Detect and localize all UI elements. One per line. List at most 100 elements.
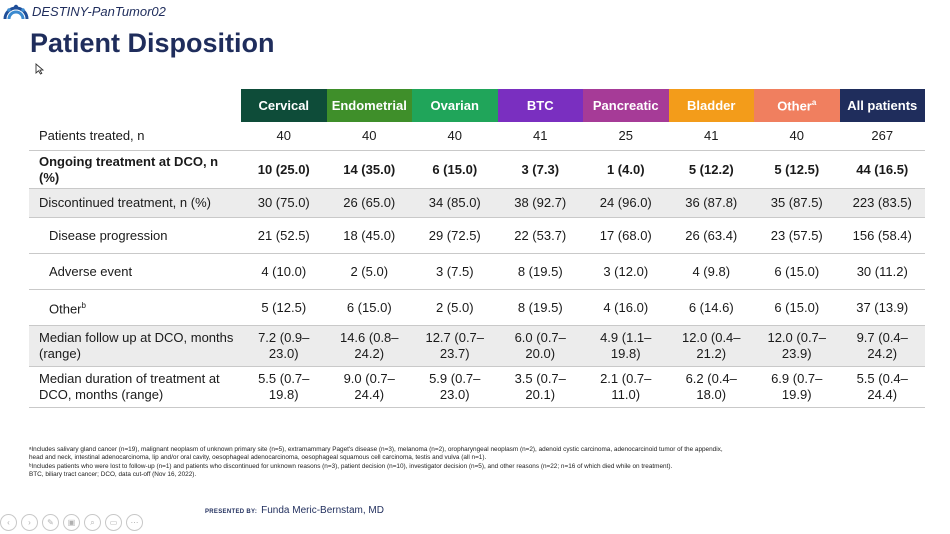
slides-icon[interactable]: ▣ bbox=[63, 514, 80, 531]
table-cell: 30 (75.0) bbox=[241, 188, 327, 218]
row-label-text: Other bbox=[49, 301, 82, 317]
more-icon[interactable]: ⋯ bbox=[126, 514, 143, 531]
table-cell: 41 bbox=[668, 122, 754, 151]
table-cell: 5 (12.5) bbox=[754, 150, 840, 189]
row-label-text: Adverse event bbox=[49, 263, 133, 279]
table-row: Otherb 5 (12.5) 6 (15.0) 2 (5.0) 8 (19.5) 4 (… bbox=[29, 289, 925, 326]
table-row: Discontinued treatment, n (%) 30 (75.0) 26… bbox=[29, 188, 925, 218]
table-cell: 1 (4.0) bbox=[583, 150, 669, 189]
table-cell: 26 (63.4) bbox=[668, 217, 754, 254]
table-cell: 4 (16.0) bbox=[583, 289, 669, 326]
disposition-table: Cervical Endometrial Ovarian BTC Pancreatic B… bbox=[29, 89, 925, 408]
footnotes: ᵃIncludes salivary gland cancer (n=19), … bbox=[29, 446, 929, 480]
row-label: Ongoing treatment at DCO, n (%) bbox=[29, 150, 241, 189]
table-cell: 6 (15.0) bbox=[412, 150, 498, 189]
table-cell: 4.9 (1.1–19.8) bbox=[583, 325, 669, 367]
footnote-line: head and neck, intestinal adenocarcinoma… bbox=[29, 454, 487, 462]
table-cell: 9.0 (0.7–24.4) bbox=[326, 366, 412, 408]
row-label-text: Patients treated, n bbox=[39, 128, 145, 143]
row-label: Discontinued treatment, n (%) bbox=[29, 188, 241, 218]
table-cell: 4 (9.8) bbox=[668, 253, 754, 290]
table-cell: 23 (57.5) bbox=[754, 217, 840, 254]
table-cell: 5.9 (0.7–23.0) bbox=[412, 366, 498, 408]
table-cell: 5 (12.5) bbox=[241, 289, 327, 326]
slide-controls: ‹ › ✎ ▣ ⌕ ▭ ⋯ bbox=[0, 514, 143, 531]
table-cell: 2.1 (0.7–11.0) bbox=[583, 366, 669, 408]
table-cell: 44 (16.5) bbox=[839, 150, 925, 189]
table-cell: 6.9 (0.7–19.9) bbox=[754, 366, 840, 408]
table-corner bbox=[29, 89, 241, 122]
row-footnote-mark: b bbox=[81, 300, 86, 310]
table-cell: 3 (7.3) bbox=[497, 150, 583, 189]
table-cell: 8 (19.5) bbox=[497, 289, 583, 326]
footnote-line: ᵇIncludes patients who were lost to foll… bbox=[29, 462, 673, 470]
table-row: Median follow up at DCO, months (range) 7… bbox=[29, 325, 925, 367]
subtitles-icon[interactable]: ▭ bbox=[105, 514, 122, 531]
column-label: Other bbox=[777, 98, 812, 114]
table-cell: 35 (87.5) bbox=[754, 188, 840, 218]
table-cell: 40 bbox=[326, 122, 412, 151]
footnote-line: ᵃIncludes salivary gland cancer (n=19), … bbox=[29, 446, 723, 453]
previous-icon[interactable]: ‹ bbox=[0, 514, 17, 531]
column-header: Pancreatic bbox=[583, 89, 669, 122]
table-cell: 10 (25.0) bbox=[241, 150, 327, 189]
zoom-icon[interactable]: ⌕ bbox=[84, 514, 101, 531]
row-label: Adverse event bbox=[29, 253, 241, 290]
table-cell: 24 (96.0) bbox=[583, 188, 669, 218]
mouse-pointer-icon bbox=[35, 63, 45, 75]
table-cell: 5.5 (0.4–24.4) bbox=[839, 366, 925, 408]
table-cell: 6.2 (0.4–18.0) bbox=[668, 366, 754, 408]
row-label-text: Median duration of treatment at DCO, mon… bbox=[39, 371, 220, 402]
study-name: DESTINY-PanTumor02 bbox=[32, 4, 166, 19]
row-label: Disease progression bbox=[29, 217, 241, 254]
presenter-prefix: PRESENTED BY: bbox=[205, 509, 258, 515]
table-cell: 34 (85.0) bbox=[412, 188, 498, 218]
table-cell: 14 (35.0) bbox=[326, 150, 412, 189]
column-label: Pancreatic bbox=[592, 98, 659, 113]
table-cell: 12.7 (0.7–23.7) bbox=[412, 325, 498, 367]
presenter-name: Funda Meric-Bernstam, MD bbox=[261, 505, 384, 516]
table-cell: 29 (72.5) bbox=[412, 217, 498, 254]
table-cell: 5 (12.2) bbox=[668, 150, 754, 189]
row-label-text: Ongoing treatment at DCO, n (%) bbox=[39, 153, 219, 185]
table-row: Ongoing treatment at DCO, n (%) 10 (25.0)… bbox=[29, 150, 925, 189]
column-label: Cervical bbox=[258, 98, 310, 113]
presenter: PRESENTED BY: Funda Meric-Bernstam, MD bbox=[205, 505, 384, 516]
table-cell: 6 (15.0) bbox=[754, 289, 840, 326]
table-cell: 36 (87.8) bbox=[668, 188, 754, 218]
row-label: Median follow up at DCO, months (range) bbox=[29, 325, 241, 367]
table-cell: 6 (14.6) bbox=[668, 289, 754, 326]
table-row: Disease progression 21 (52.5) 18 (45.0) 29 … bbox=[29, 217, 925, 254]
row-label-text: Discontinued treatment, n (%) bbox=[39, 195, 211, 210]
column-header: Cervical bbox=[241, 89, 327, 122]
column-header: Othera bbox=[754, 89, 840, 122]
table-cell: 2 (5.0) bbox=[412, 289, 498, 326]
next-icon[interactable]: › bbox=[21, 514, 38, 531]
column-label: Ovarian bbox=[430, 98, 479, 113]
table-cell: 12.0 (0.4–21.2) bbox=[668, 325, 754, 367]
row-label: Patients treated, n bbox=[29, 122, 241, 151]
column-label: BTC bbox=[526, 98, 554, 113]
column-label: All patients bbox=[847, 98, 918, 113]
table-cell: 41 bbox=[497, 122, 583, 151]
table-cell: 8 (19.5) bbox=[497, 253, 583, 290]
table-cell: 6.0 (0.7–20.0) bbox=[497, 325, 583, 367]
table-cell: 4 (10.0) bbox=[241, 253, 327, 290]
table-cell: 26 (65.0) bbox=[326, 188, 412, 218]
table-cell: 2 (5.0) bbox=[326, 253, 412, 290]
pen-icon[interactable]: ✎ bbox=[42, 514, 59, 531]
table-cell: 18 (45.0) bbox=[326, 217, 412, 254]
table-cell: 40 bbox=[412, 122, 498, 151]
table-cell: 3 (7.5) bbox=[412, 253, 498, 290]
table-cell: 40 bbox=[241, 122, 327, 151]
table-cell: 9.7 (0.4–24.2) bbox=[839, 325, 925, 367]
column-header: Ovarian bbox=[412, 89, 498, 122]
table-cell: 38 (92.7) bbox=[497, 188, 583, 218]
table-cell: 267 bbox=[839, 122, 925, 151]
table-cell: 12.0 (0.7–23.9) bbox=[754, 325, 840, 367]
table-cell: 17 (68.0) bbox=[583, 217, 669, 254]
row-label: Median duration of treatment at DCO, mon… bbox=[29, 366, 241, 408]
table-cell: 22 (53.7) bbox=[497, 217, 583, 254]
conference-logo-icon bbox=[3, 4, 29, 20]
table-cell: 3.5 (0.7–20.1) bbox=[497, 366, 583, 408]
